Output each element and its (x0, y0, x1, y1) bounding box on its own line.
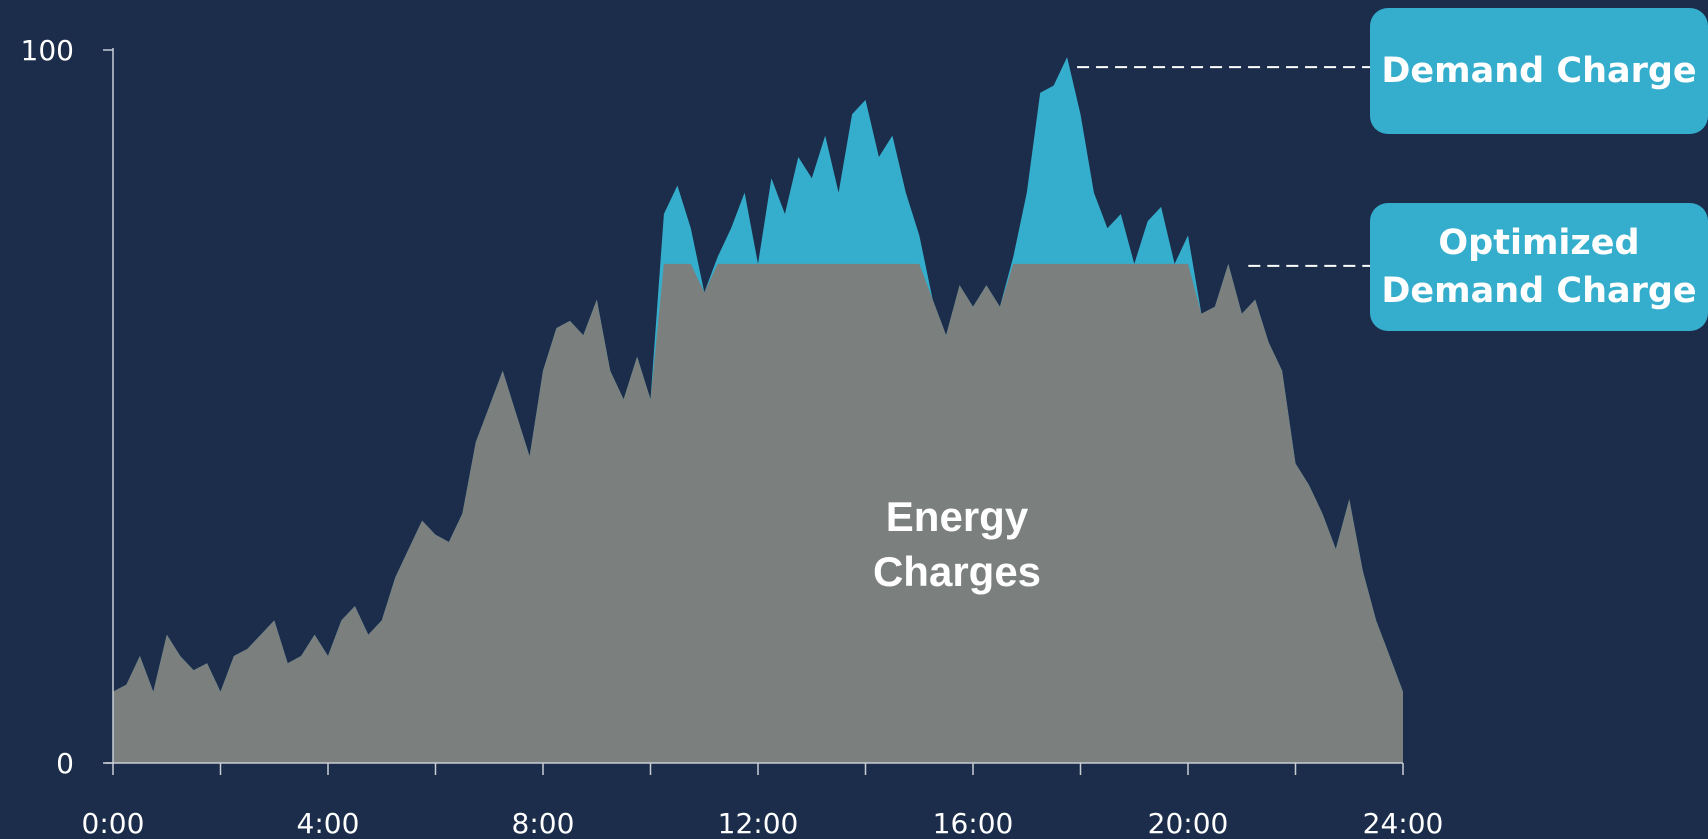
tick-labels: 0:00 4:00 8:00 12:00 16:00 20:00 24:00 0 100 (21, 34, 1444, 839)
x-tick-label: 4:00 (297, 807, 360, 839)
energy-charges-area (113, 263, 1403, 763)
energy-charges-label-line-2: Charges (873, 548, 1041, 595)
x-tick-label: 20:00 (1148, 807, 1229, 839)
chart-areas (113, 57, 1403, 764)
x-tick-label: 0:00 (82, 807, 145, 839)
demand-charge-label: Demand Charge (1381, 51, 1697, 91)
optimized-label-line-2: Demand Charge (1381, 271, 1697, 311)
axis-ticks (103, 49, 1404, 775)
optimized-label-line-1: Optimized (1438, 223, 1640, 263)
y-tick-label: 0 (56, 747, 74, 780)
optimized-demand-charge-callout: Optimized Demand Charge (1370, 203, 1708, 331)
x-tick-label: 24:00 (1363, 807, 1444, 839)
x-tick-label: 8:00 (512, 807, 575, 839)
y-tick-label: 100 (21, 34, 74, 67)
energy-charges-label-line-1: Energy (886, 493, 1029, 540)
x-tick-label: 12:00 (718, 807, 799, 839)
x-tick-label: 16:00 (933, 807, 1014, 839)
demand-charge-callout: Demand Charge (1370, 8, 1708, 134)
